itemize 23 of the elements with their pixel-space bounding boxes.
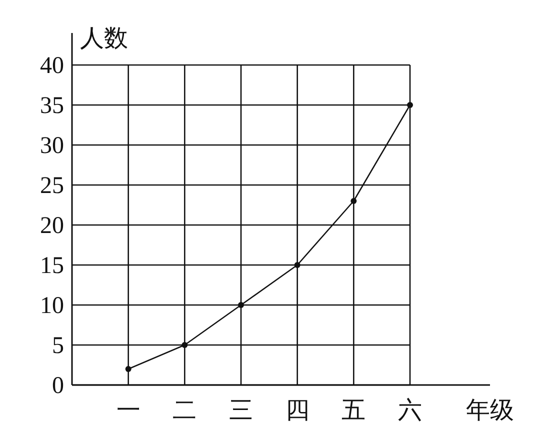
point: [238, 302, 244, 308]
y-tick-label: 0: [52, 373, 64, 399]
y-tick-label: 40: [40, 53, 64, 79]
point: [294, 262, 300, 268]
y-tick-label: 15: [40, 253, 64, 279]
y-tick-label: 30: [40, 133, 64, 159]
y-tick-label: 5: [52, 333, 64, 359]
x-tick-label: 二: [172, 398, 197, 424]
y-axis-title: 人数: [80, 26, 128, 52]
point: [350, 198, 357, 204]
x-tick-label: 四: [285, 398, 310, 424]
point: [407, 102, 413, 108]
x-tick-label: 六: [398, 397, 422, 424]
y-tick-label: 35: [40, 93, 64, 119]
x-tick-label: 三: [229, 398, 253, 424]
y-tick-label: 20: [40, 213, 64, 239]
point: [125, 366, 132, 372]
x-axis-title: 年级: [466, 398, 514, 424]
y-tick-label: 10: [40, 293, 64, 319]
x-tick-label: 五: [342, 398, 366, 424]
point: [182, 342, 188, 348]
x-tick-label: 一: [116, 398, 140, 424]
y-tick-label: 25: [40, 173, 64, 199]
